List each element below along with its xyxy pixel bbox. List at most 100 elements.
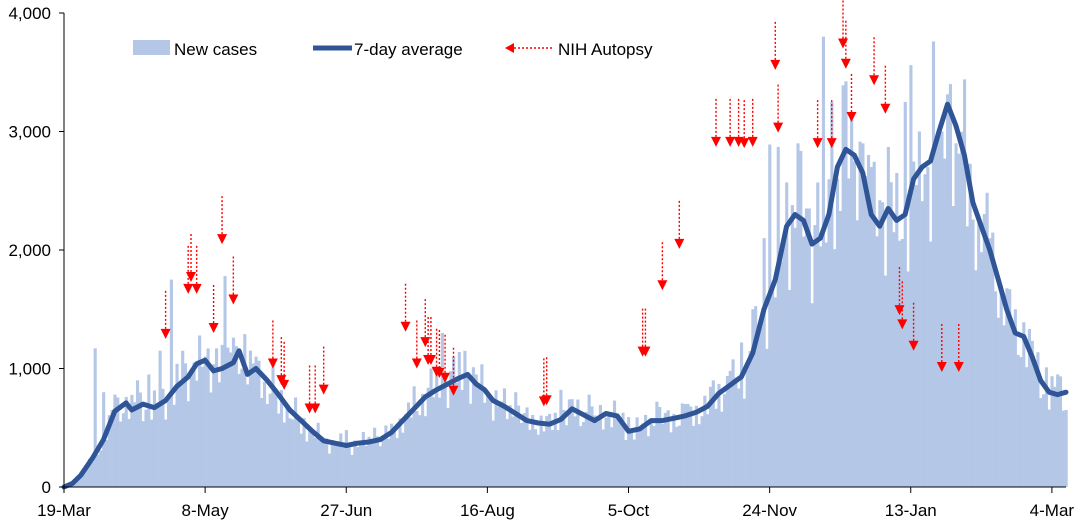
new-cases-bar	[813, 225, 817, 488]
nih-autopsy-marker	[747, 98, 758, 147]
nih-autopsy-marker-head	[425, 354, 436, 365]
y-tick-label: 4,000	[8, 4, 51, 23]
new-cases-bar	[725, 375, 730, 487]
new-cases-bar	[375, 436, 380, 487]
new-cases-bar	[237, 373, 241, 487]
new-cases-bar	[502, 388, 507, 487]
new-cases-bar	[835, 178, 840, 487]
new-cases-bar	[209, 392, 213, 487]
nih-autopsy-marker	[640, 308, 651, 357]
new-cases-bar	[497, 406, 501, 487]
new-cases-bar	[548, 413, 552, 487]
nih-autopsy-marker	[448, 347, 459, 396]
y-tick-label: 3,000	[8, 123, 51, 142]
new-cases-bar	[398, 418, 402, 487]
new-cases-bar	[206, 348, 210, 487]
new-cases-bar	[692, 425, 696, 487]
new-cases-bar	[776, 146, 780, 487]
new-cases-bar	[254, 356, 258, 487]
new-cases-bar	[951, 206, 955, 487]
new-cases-bar	[957, 153, 961, 487]
nih-autopsy-marker-head	[217, 234, 228, 245]
nih-autopsy-marker	[434, 329, 445, 378]
new-cases-bar	[220, 344, 224, 487]
new-cases-bar	[167, 398, 171, 487]
new-cases-bar	[522, 413, 526, 487]
new-cases-bar	[954, 143, 958, 487]
new-cases-bar	[940, 131, 944, 487]
nih-autopsy-marker	[739, 100, 750, 149]
new-cases-bar	[714, 408, 718, 487]
new-cases-bar	[677, 425, 682, 487]
new-cases-bar	[644, 414, 648, 487]
new-cases-bar	[994, 291, 998, 487]
new-cases-bar	[404, 414, 408, 487]
new-cases-bar	[395, 438, 399, 487]
nih-autopsy-marker	[208, 284, 219, 333]
nih-autopsy-marker-head	[186, 271, 197, 282]
new-cases-bar	[542, 431, 546, 487]
new-cases-bar	[706, 414, 710, 487]
new-cases-bar	[491, 420, 495, 487]
new-cases-bar	[796, 143, 800, 487]
new-cases-bar	[1039, 398, 1043, 487]
new-cases-bar	[76, 479, 80, 487]
new-cases-bar	[155, 402, 159, 487]
y-tick-label: 0	[42, 478, 51, 497]
new-cases-bar	[965, 226, 969, 488]
new-cases-bar	[1056, 374, 1060, 487]
new-cases-bar	[282, 422, 286, 487]
new-cases-bar	[946, 94, 950, 487]
new-cases-bar	[1002, 325, 1006, 487]
y-tick-label: 2,000	[8, 241, 51, 260]
new-cases-bar	[483, 402, 487, 487]
new-cases-bar	[500, 401, 504, 487]
new-cases-bar	[931, 41, 936, 487]
nih-autopsy-marker-head	[747, 136, 758, 147]
new-cases-bar	[838, 210, 842, 488]
new-cases-bar	[186, 401, 190, 487]
new-cases-bar	[883, 275, 888, 487]
new-cases-bar	[517, 405, 521, 487]
new-cases-bar	[754, 306, 758, 487]
new-cases-bar	[452, 356, 456, 487]
new-cases-bar	[598, 404, 602, 487]
new-cases-bar	[347, 443, 351, 487]
new-cases-bar	[485, 392, 490, 487]
new-cases-bar	[570, 399, 574, 487]
new-cases-bar	[968, 163, 972, 487]
nih-autopsy-marker-head	[674, 238, 685, 249]
new-cases-bar	[756, 331, 761, 487]
new-cases-bar	[133, 402, 137, 487]
new-cases-bar	[700, 416, 704, 487]
nih-autopsy-marker	[279, 341, 290, 390]
new-cases-bar	[90, 462, 94, 487]
new-cases-bar	[415, 411, 419, 487]
new-cases-bar	[234, 346, 238, 487]
new-cases-bar	[277, 413, 281, 487]
new-cases-bar	[909, 65, 913, 487]
new-cases-bar	[576, 399, 580, 487]
new-cases-bar	[87, 458, 92, 487]
new-cases-bar	[536, 434, 540, 487]
new-cases-bar	[655, 401, 659, 487]
new-cases-bar	[161, 388, 165, 487]
new-cases-bar	[308, 427, 312, 487]
new-cases-bar	[875, 236, 879, 487]
new-cases-bar	[511, 416, 515, 487]
new-cases-bar	[807, 208, 811, 487]
x-tick-label: 16-Aug	[460, 501, 515, 520]
new-cases-bar	[686, 403, 690, 487]
new-cases-bar	[294, 397, 298, 487]
new-cases-bar	[339, 433, 343, 487]
nih-autopsy-marker	[869, 37, 880, 86]
new-cases-bar	[325, 438, 329, 487]
new-cases-bar	[590, 406, 594, 487]
new-cases-bar	[669, 432, 673, 487]
new-cases-bar	[135, 380, 140, 487]
nih-autopsy-marker	[826, 100, 837, 149]
new-cases-bar	[717, 383, 721, 487]
new-cases-bar	[621, 412, 625, 487]
new-cases-bar	[353, 440, 357, 487]
new-cases-bar	[855, 220, 859, 487]
